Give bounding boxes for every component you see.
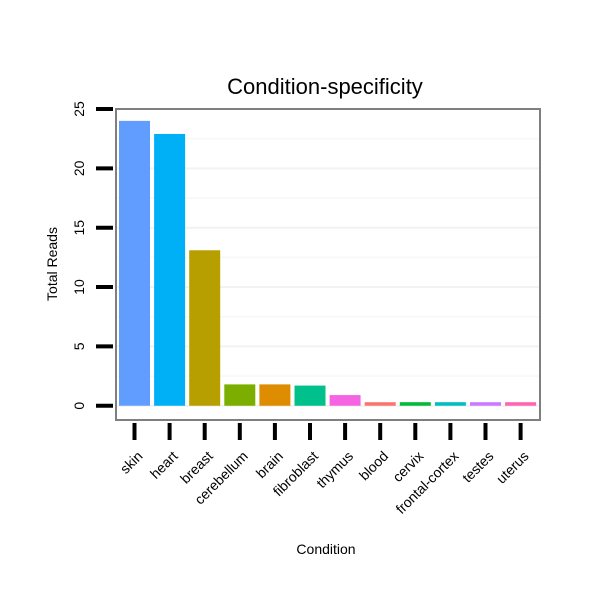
bar-uterus [505,402,537,406]
bar-thymus [329,395,361,406]
y-tick-label: 10 [71,279,87,295]
x-axis-label: Condition [296,541,355,557]
y-tick-label: 15 [71,220,87,236]
bar-cervix [399,402,431,406]
y-tick-label: 25 [71,101,87,117]
bar-brain [259,384,291,406]
y-tick-label: 20 [71,160,87,176]
x-tick-label-skin: skin [117,448,146,477]
bar-breast [189,250,221,406]
x-tick-label-thymus: thymus [313,448,356,491]
plot-frame [115,108,541,421]
x-tick-label-testes: testes [459,448,497,486]
bar-heart [154,133,186,406]
x-tick-label-blood: blood [356,448,392,484]
y-tick-label: 5 [71,342,87,350]
x-tick-label-uterus: uterus [493,448,532,487]
bar-frontal-cortex [434,402,466,406]
chart-title: Condition-specificity [227,74,423,99]
bar-cerebellum [224,384,256,406]
bar-blood [364,402,396,406]
bar-testes [470,402,501,406]
y-axis-label: Total Reads [44,227,60,301]
y-axis: 0 5 10 15 20 25 [71,101,113,410]
bars [119,120,537,406]
bar-skin [119,120,150,406]
x-tick-label-heart: heart [147,448,181,482]
y-tick-label: 0 [71,402,87,410]
bar-fibroblast [294,385,326,406]
